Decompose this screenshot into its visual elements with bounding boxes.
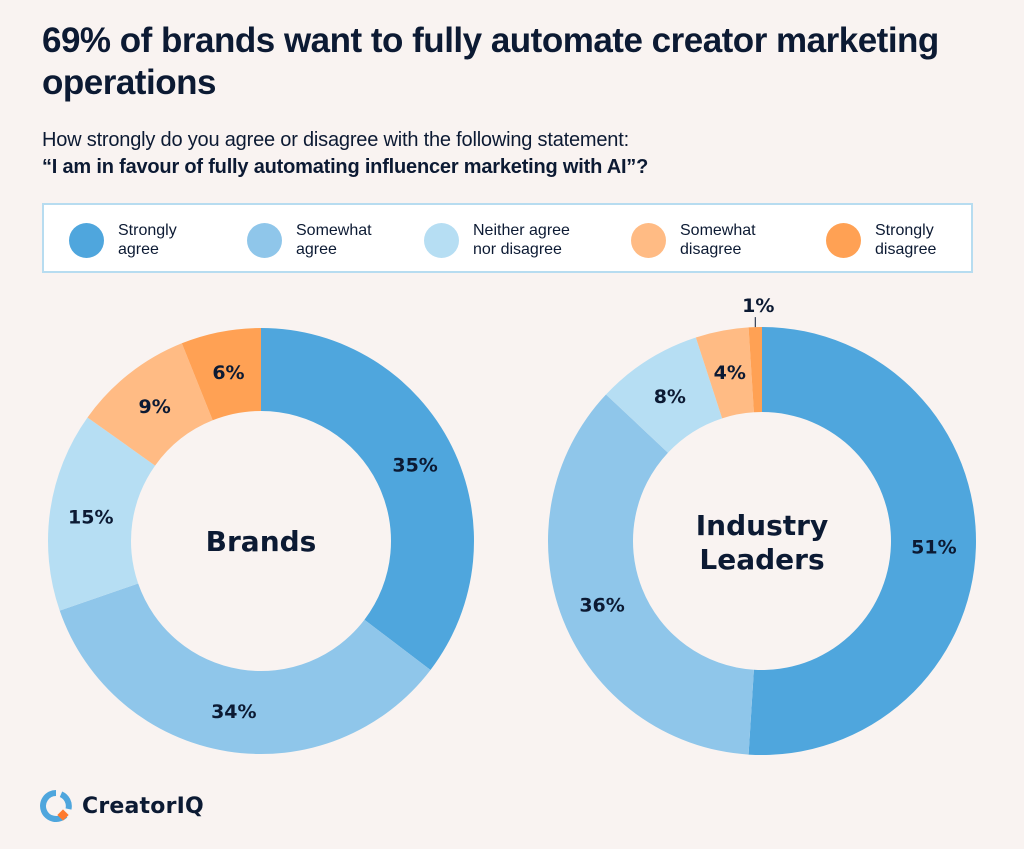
slice-label: 9% xyxy=(139,396,171,418)
slice-label: 36% xyxy=(579,594,624,616)
donut-slice-somewhat-disagree xyxy=(87,343,213,466)
legend-label: Strongly disagree xyxy=(875,222,937,258)
legend-item-somewhat-disagree: Somewhat disagree xyxy=(631,220,756,260)
brand-name: CreatorIQ xyxy=(82,793,204,819)
legend-swatch xyxy=(826,222,861,258)
subtitle: How strongly do you agree or disagree wi… xyxy=(42,127,1002,181)
slice-label: 6% xyxy=(212,362,244,384)
legend-label: Somewhat agree xyxy=(296,222,372,258)
donut-center-label: Industry xyxy=(696,509,828,542)
donut-slice-neither-agree-nor-disagree xyxy=(47,417,156,611)
legend-label: Strongly agree xyxy=(118,222,177,258)
donut-center-label: Brands xyxy=(206,525,317,558)
slice-label: 15% xyxy=(68,507,113,529)
slice-label: 1% xyxy=(742,295,774,317)
donut-slice-neither-agree-nor-disagree xyxy=(606,337,723,453)
legend-label: Neither agree nor disagree xyxy=(473,222,570,258)
creatoriq-logo-icon xyxy=(40,790,72,822)
donut-brands: 35% 34% 15% 9% 6% Brands xyxy=(47,328,475,755)
legend-item-neither: Neither agree nor disagree xyxy=(424,220,570,260)
donut-slice-strongly-agree xyxy=(748,327,977,755)
legend-swatch xyxy=(247,222,282,258)
subtitle-statement: “I am in favour of fully automating infl… xyxy=(42,156,649,178)
donut-slice-strongly-disagree xyxy=(748,327,762,413)
legend-label: Somewhat disagree xyxy=(680,222,756,258)
legend-item-somewhat-agree: Somewhat agree xyxy=(247,220,372,260)
slice-label: 35% xyxy=(392,455,437,477)
legend-swatch xyxy=(69,222,104,258)
legend-item-strongly-disagree: Strongly disagree xyxy=(826,220,936,260)
creatoriq-logo: CreatorIQ xyxy=(40,790,204,822)
slice-label: 4% xyxy=(714,362,746,384)
slice-label: 8% xyxy=(654,386,686,408)
donut-slice-somewhat-agree xyxy=(59,583,431,755)
page-title: 69% of brands want to fully automate cre… xyxy=(42,21,939,102)
slice-label: 51% xyxy=(911,536,956,558)
legend: Strongly agree Somewhat agree Neither ag… xyxy=(42,203,973,273)
slice-label: 34% xyxy=(211,701,256,723)
legend-swatch xyxy=(631,222,666,258)
donut-slice-strongly-agree xyxy=(261,328,475,670)
donut-slice-somewhat-agree xyxy=(548,394,754,755)
donut-center-label: Leaders xyxy=(699,543,824,576)
legend-swatch xyxy=(424,222,459,258)
donut-slice-somewhat-disagree xyxy=(695,327,754,419)
subtitle-question-intro: How strongly do you agree or disagree wi… xyxy=(42,129,629,151)
legend-item-strongly-agree: Strongly agree xyxy=(69,220,177,260)
donut-slice-strongly-disagree xyxy=(181,328,261,421)
